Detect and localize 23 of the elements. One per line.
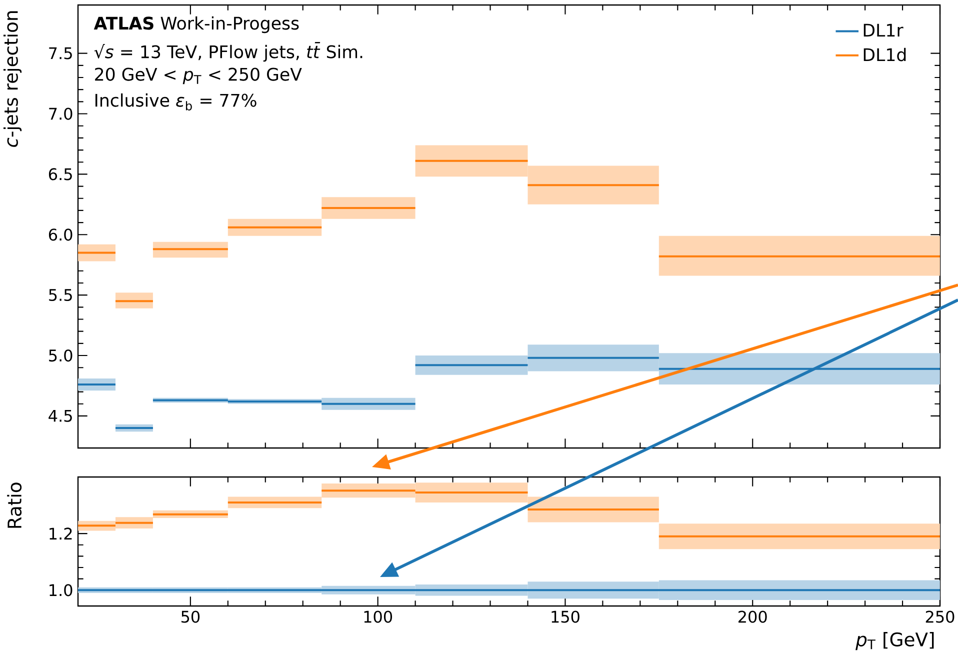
y-tick-label: 1.2 (50, 528, 72, 540)
y-tick-label: 6.0 (48, 228, 72, 241)
y-axis-title: Ratio (7, 482, 22, 528)
x-tick-label: 250 (926, 610, 954, 623)
legend-label: DL1d (864, 48, 906, 62)
legend-label: DL1r (864, 24, 904, 37)
y-tick-label: 4.5 (48, 410, 72, 422)
y-tick-label: 7.0 (49, 108, 72, 120)
annotation: √s = 13 TeV, PFlow jets, tt̄ Sim. (94, 42, 362, 62)
y-tick-label: 5.5 (49, 289, 72, 302)
x-tick-label: 100 (364, 610, 392, 623)
x-axis-title: p$_{T}$ [GeV] (856, 632, 934, 650)
annotation: ATLAS Work-in-Progess (94, 16, 299, 34)
x-tick-label: 50 (181, 610, 200, 623)
y-tick-label: 7.5 (49, 47, 72, 60)
y-tick-label: 1.0 (50, 584, 72, 596)
y-tick-label: 6.5 (48, 168, 72, 180)
y-axis-title: c-jets rejection (4, 11, 22, 147)
x-tick-label: 150 (552, 610, 580, 623)
x-tick-label: 200 (738, 610, 767, 623)
annotation: Inclusive ε$_{b}$ = 77% (95, 93, 256, 110)
annotation: 20 GeV < p$_{T}$ < 250 GeV (95, 68, 302, 84)
y-tick-label: 5.0 (49, 349, 72, 362)
